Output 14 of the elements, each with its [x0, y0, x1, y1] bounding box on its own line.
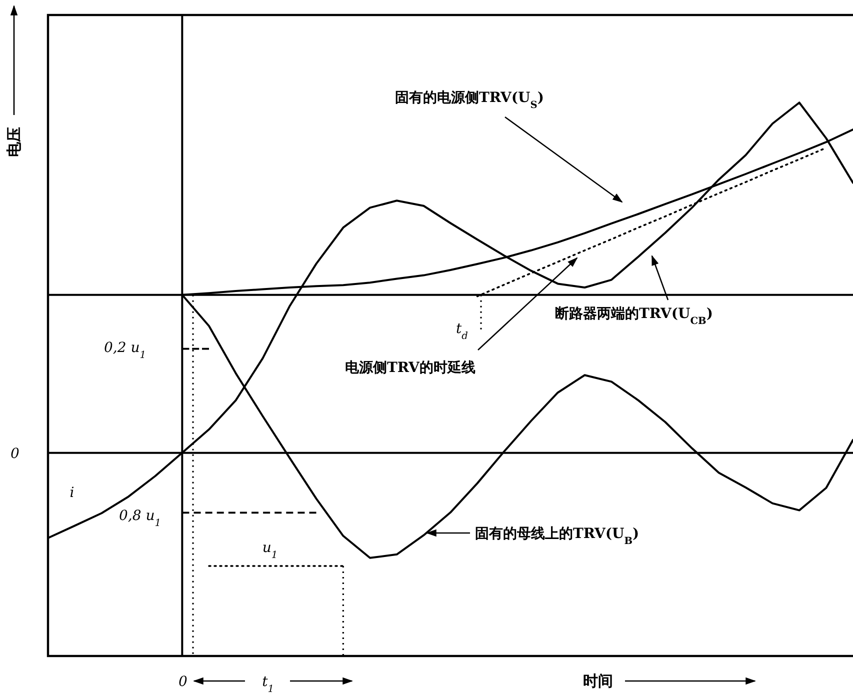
text: 电源侧TRV的时延线	[345, 360, 476, 376]
text: 0	[10, 446, 20, 462]
text: 0	[178, 674, 188, 690]
legend-label: 固有的母线上的TRV(U$_{B}$)	[475, 526, 640, 546]
series-label: 断路器两端的TRV(U$_{CB}$)	[555, 306, 713, 326]
text: 固有的电源侧TRV(U$_{S}$)	[395, 90, 544, 110]
y-axis-title: 电压	[5, 127, 23, 157]
annotation: i	[70, 485, 74, 501]
text: 时间	[583, 672, 613, 690]
annotation: 0,2 u$_{1}$	[104, 340, 146, 360]
annotation: 0,8 u$_{1}$	[119, 508, 161, 528]
annotation: u$_{1}$	[262, 540, 278, 560]
annotation: t$_{d}$	[456, 321, 468, 342]
text: t$_{1}$	[262, 674, 274, 694]
